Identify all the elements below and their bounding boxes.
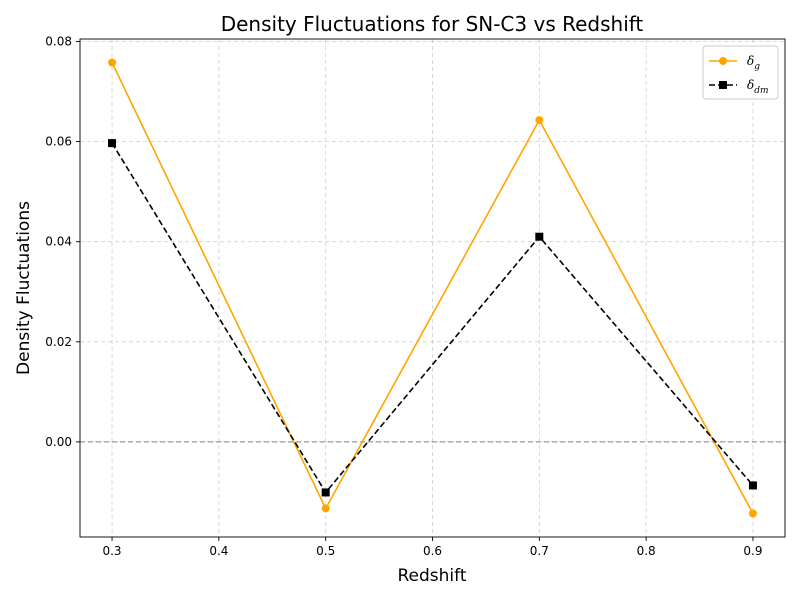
data-point: [748, 509, 757, 518]
y-tick-label: 0.02: [45, 335, 72, 349]
x-axis: 0.3 0.4 0.5 0.6 0.7 0.8 0.9: [102, 537, 763, 558]
data-point: [321, 488, 330, 497]
legend-entry: δg: [709, 54, 760, 72]
x-tick-label: 0.4: [209, 544, 228, 558]
data-point: [321, 504, 330, 513]
y-tick-label: 0.06: [45, 135, 72, 149]
legend-label-main: δ: [747, 54, 754, 68]
chart-title: Density Fluctuations for SN-C3 vs Redshi…: [221, 12, 644, 36]
y-tick-label: 0.04: [45, 235, 72, 249]
series-1: [108, 139, 757, 497]
series-layer: [108, 58, 757, 518]
series-0: [108, 58, 757, 518]
x-tick-label: 0.6: [423, 544, 442, 558]
x-tick-label: 0.5: [316, 544, 335, 558]
x-tick-label: 0.7: [530, 544, 549, 558]
x-axis-label: Redshift: [397, 566, 466, 586]
legend-entry: δdm: [709, 78, 769, 96]
series-line: [111, 62, 754, 514]
legend-label: δdm: [747, 78, 769, 96]
data-point: [535, 116, 544, 125]
grid: [80, 39, 785, 537]
x-tick-label: 0.8: [637, 544, 656, 558]
legend-label-main: δ: [747, 78, 754, 92]
y-axis: 0.00 0.02 0.04 0.06 0.08: [45, 35, 80, 449]
legend-label-sub: dm: [754, 86, 768, 96]
legend-label-sub: g: [754, 62, 760, 72]
legend-marker: [719, 57, 727, 65]
data-point: [748, 481, 757, 490]
series-line: [111, 142, 754, 494]
y-tick-label: 0.00: [45, 435, 72, 449]
x-tick-label: 0.3: [102, 544, 121, 558]
legend-label: δg: [747, 54, 760, 72]
legend-marker: [719, 81, 727, 89]
x-tick-label: 0.9: [743, 544, 762, 558]
y-tick-label: 0.08: [45, 35, 72, 49]
data-point: [108, 139, 117, 148]
data-point: [108, 58, 117, 67]
data-point: [535, 232, 544, 241]
y-axis-label: Density Fluctuations: [14, 201, 34, 375]
